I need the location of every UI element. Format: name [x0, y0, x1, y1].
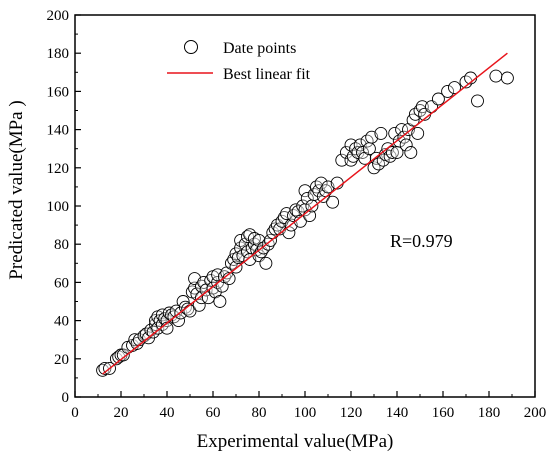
legend-label-fit: Best linear fit [223, 66, 311, 83]
data-point [385, 146, 399, 159]
data-point [383, 149, 397, 163]
x-tick-label: 180 [478, 405, 501, 421]
y-tick-label: 0 [62, 390, 70, 406]
x-tick-label: 200 [524, 405, 547, 421]
x-tick-label: 60 [206, 405, 221, 421]
data-point [489, 69, 503, 83]
x-tick-label: 80 [252, 405, 267, 421]
x-axis-title: Experimental value(MPa) [197, 431, 394, 452]
data-point [314, 176, 328, 190]
data-point [305, 199, 319, 213]
y-tick-label: 140 [47, 123, 70, 139]
data-point [415, 100, 429, 114]
x-tick-label: 100 [294, 405, 317, 421]
data-point [441, 84, 455, 98]
legend-label-points: Date points [223, 40, 296, 57]
y-tick-label: 200 [47, 8, 70, 24]
data-point [289, 203, 303, 217]
data-point [448, 81, 461, 95]
data-point [213, 295, 227, 308]
data-point [300, 191, 314, 205]
data-point [500, 71, 514, 85]
x-tick-label: 0 [71, 405, 79, 421]
data-point [471, 94, 484, 108]
data-point [399, 138, 413, 152]
data-point [335, 153, 349, 167]
data-point [404, 146, 418, 159]
y-axis-ticks: 0 20 40 60 80 100 120 140 160 180 200 [47, 8, 81, 406]
x-tick-label: 40 [160, 405, 175, 421]
data-point [181, 302, 195, 316]
data-point [116, 348, 130, 362]
legend-marker-circle [184, 40, 198, 54]
y-tick-label: 80 [54, 237, 69, 253]
data-point [411, 126, 425, 140]
data-point [374, 126, 388, 140]
y-tick-label: 120 [47, 161, 70, 177]
x-tick-label: 20 [114, 405, 129, 421]
data-points [96, 69, 514, 377]
x-tick-label: 140 [386, 405, 409, 421]
legend: Date points Best linear fit [167, 40, 311, 83]
y-tick-label: 180 [47, 46, 70, 62]
y-axis-title: Predicated value(MPa ) [6, 100, 27, 279]
data-point [160, 321, 174, 335]
data-point [431, 92, 445, 106]
data-point [195, 291, 208, 305]
data-point [296, 199, 310, 213]
y-tick-label: 160 [47, 84, 70, 100]
x-tick-label: 120 [340, 405, 363, 421]
y-tick-label: 60 [54, 275, 69, 291]
y-tick-label: 100 [47, 199, 70, 215]
data-point [397, 130, 411, 144]
best-linear-fit-line [102, 52, 508, 375]
x-tick-label: 160 [432, 405, 455, 421]
data-point [192, 298, 206, 312]
data-point [395, 123, 409, 137]
y-tick-label: 20 [54, 352, 69, 368]
y-tick-label: 40 [54, 314, 69, 330]
x-axis-ticks: 0 20 40 60 80 100 120 140 160 180 200 [71, 391, 546, 421]
data-point [326, 195, 340, 209]
r-annotation: R=0.979 [390, 231, 453, 251]
data-point [259, 256, 273, 270]
